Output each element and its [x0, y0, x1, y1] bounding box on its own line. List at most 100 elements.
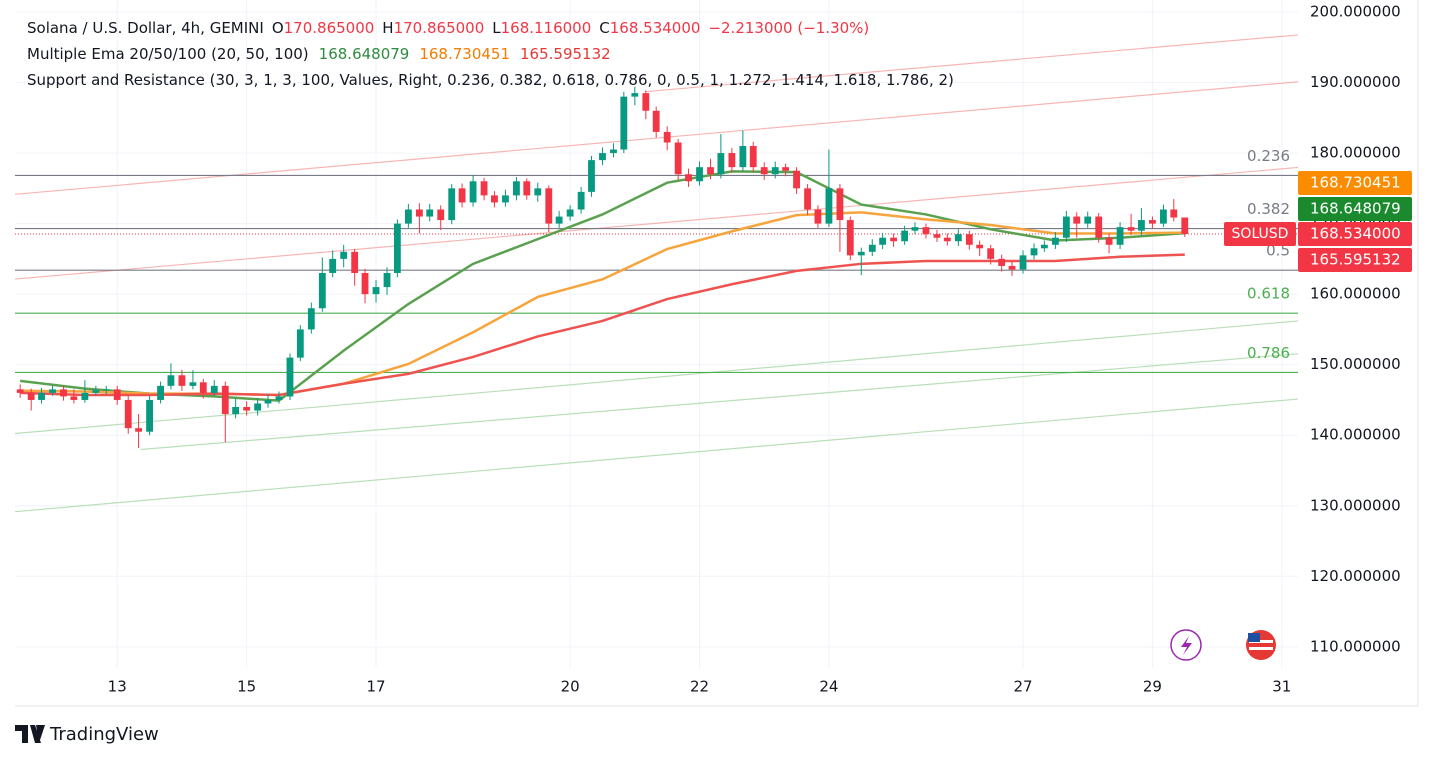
candle-body — [1040, 244, 1048, 249]
candle-body — [739, 146, 747, 168]
candle-body — [728, 153, 736, 168]
candle-body — [922, 227, 930, 235]
icon-bolt — [1181, 636, 1192, 655]
x-tick-label: 29 — [1143, 678, 1162, 696]
candle-body — [458, 188, 466, 203]
candle-body — [1138, 220, 1145, 231]
candle-body — [1149, 220, 1156, 224]
candle-body — [534, 188, 542, 196]
candle-body — [868, 244, 876, 252]
candle-body — [943, 237, 951, 242]
candle-body — [38, 392, 45, 400]
candle-body — [610, 149, 617, 154]
ohlc-label: H — [382, 19, 393, 37]
candle-body — [760, 167, 768, 175]
candle-body — [1181, 217, 1189, 234]
price-box — [1298, 197, 1412, 221]
candle-body — [685, 174, 692, 182]
price-box — [1298, 248, 1412, 272]
y-tick-label: 200.000000 — [1310, 2, 1401, 20]
candle-body — [879, 237, 887, 245]
candle-body — [415, 209, 423, 217]
candle-body — [976, 244, 984, 249]
legend-row: Support and Resistance (30, 3, 1, 3, 100… — [27, 71, 954, 89]
candle-body — [70, 396, 78, 400]
candle-body — [60, 389, 67, 397]
ema-line — [20, 211, 1185, 397]
candle-body — [351, 251, 359, 273]
candle-body — [523, 181, 531, 196]
candle-body — [491, 195, 498, 203]
candle-body — [545, 188, 553, 224]
candle-body — [631, 93, 639, 97]
legend-row: Multiple Ema 20/50/100 (20, 50, 100) 168.… — [27, 45, 611, 63]
candle-body — [92, 390, 100, 393]
candle-body — [890, 237, 898, 242]
symbol-box — [1224, 222, 1296, 246]
candle-body — [448, 188, 456, 221]
candle-body — [588, 160, 595, 192]
ohlc-label: L — [492, 19, 501, 37]
indicator-title: Support and Resistance (30, 3, 1, 3, 100… — [27, 71, 954, 89]
level-label: 0.5 — [1266, 242, 1290, 260]
legend-row: Solana / U.S. Dollar, 4h, GEMINI O170.865… — [27, 19, 869, 37]
candle-body — [696, 167, 703, 182]
candle-body — [1008, 265, 1016, 270]
candle-body — [782, 167, 789, 171]
ema-lines — [20, 170, 1185, 402]
logo: TradingView — [15, 724, 159, 745]
candle-body — [372, 287, 380, 295]
candle-body — [599, 153, 606, 161]
replay-icon[interactable] — [1170, 629, 1202, 661]
candle-body — [502, 195, 509, 203]
x-tick-label: 24 — [819, 678, 838, 696]
candle-body — [199, 382, 207, 393]
price-box-label: 165.595132 — [1310, 251, 1401, 269]
candle-body — [135, 428, 142, 432]
y-tick-label: 160.000000 — [1310, 285, 1401, 303]
ohlc-label: C — [599, 19, 609, 37]
candle-body — [1073, 216, 1081, 224]
candle-body — [663, 131, 671, 143]
candle-body — [264, 399, 272, 404]
x-tick-label: 17 — [366, 678, 385, 696]
candle-body — [954, 234, 962, 242]
trend-line — [645, 34, 1299, 93]
trend-line — [14, 398, 1299, 513]
candle-body — [318, 272, 326, 309]
trend-line — [14, 166, 1299, 280]
level-label: 0.618 — [1247, 285, 1290, 303]
candle-body — [426, 209, 434, 217]
candle-body — [998, 258, 1006, 266]
candle-body — [513, 181, 520, 196]
x-tick-label: 31 — [1272, 678, 1291, 696]
candle-body — [102, 389, 110, 391]
candle-body — [674, 142, 682, 175]
ema-line — [20, 253, 1185, 397]
trend-line — [140, 353, 1299, 451]
trend-lines — [14, 34, 1299, 513]
candle-body — [620, 96, 628, 150]
price-box — [1298, 222, 1412, 246]
ohlc-value: 170.865000 — [284, 19, 375, 37]
brand: TradingView — [49, 724, 159, 745]
candle-body — [1095, 216, 1103, 238]
candle-body — [642, 93, 650, 111]
candle-body — [1116, 227, 1124, 245]
icon-canton — [1248, 633, 1260, 642]
flag-icon[interactable] — [1246, 630, 1276, 660]
price-box — [1298, 171, 1412, 195]
indicator-title: Multiple Ema 20/50/100 (20, 50, 100) — [27, 45, 309, 63]
icon-stripe — [1249, 647, 1273, 650]
candle-body — [27, 392, 35, 400]
change-value: −2.213000 (−1.30%) — [708, 19, 869, 37]
candle-body — [717, 153, 725, 175]
candle-body — [825, 188, 833, 224]
ema-line — [20, 170, 1185, 402]
candle-body — [254, 403, 262, 411]
level-label: 0.382 — [1247, 200, 1290, 218]
x-tick-label: 20 — [561, 678, 580, 696]
ohlc-label: O — [272, 19, 284, 37]
candle-body — [1105, 237, 1113, 245]
